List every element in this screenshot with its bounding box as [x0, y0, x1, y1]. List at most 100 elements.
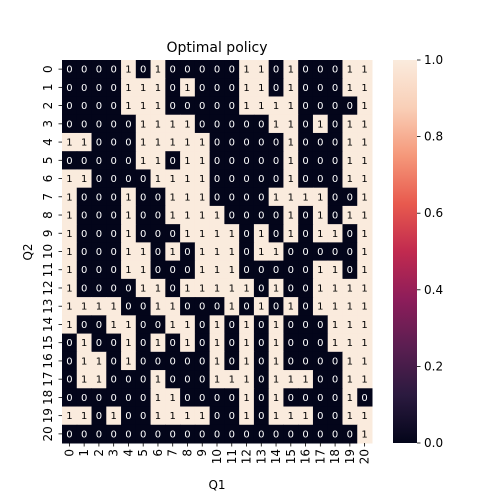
- cell-value-label: 1: [229, 375, 235, 386]
- heatmap-cell: [357, 151, 373, 170]
- cell-value-label: 0: [110, 138, 116, 149]
- heatmap-cell: [224, 96, 240, 116]
- heatmap-cell: [283, 151, 299, 170]
- heatmap-cell: [253, 114, 270, 134]
- cell-value-label: 0: [317, 156, 323, 167]
- cell-value-label: 0: [243, 429, 249, 440]
- x-tick-label: 14: [269, 449, 283, 464]
- heatmap-cell: [91, 78, 107, 97]
- heatmap-cell: [91, 424, 107, 444]
- heatmap-cell: [62, 278, 78, 298]
- heatmap-cell: [342, 114, 358, 134]
- heatmap-cell: [342, 78, 358, 97]
- cell-value-label: 1: [155, 393, 161, 404]
- heatmap-cell: [194, 114, 211, 134]
- heatmap-cell: [357, 205, 373, 225]
- heatmap-cell: [91, 187, 107, 207]
- heatmap-cell: [150, 114, 166, 134]
- cell-value-label: 0: [81, 320, 87, 331]
- heatmap-cell: [121, 278, 137, 298]
- heatmap-cell: [76, 406, 93, 426]
- heatmap-cell: [165, 60, 181, 79]
- heatmap-cell: [209, 370, 225, 389]
- cell-value-label: 0: [96, 265, 102, 276]
- heatmap-cell: [342, 187, 358, 207]
- heatmap-cell: [91, 224, 107, 243]
- heatmap-cell: [253, 424, 270, 444]
- heatmap-cell: [209, 424, 225, 444]
- heatmap-cell: [180, 297, 196, 316]
- heatmap-cell: [91, 242, 107, 262]
- heatmap-cell: [150, 406, 166, 426]
- colorbar-tick-label: 0.8: [424, 130, 443, 144]
- cell-value-label: 1: [110, 320, 116, 331]
- cell-value-label: 0: [258, 211, 264, 222]
- heatmap-cell: [194, 187, 211, 207]
- heatmap-cell: [209, 224, 225, 243]
- cell-value-label: 0: [214, 192, 220, 203]
- cell-value-label: 0: [110, 338, 116, 349]
- heatmap-cell: [62, 132, 78, 152]
- cell-value-label: 0: [288, 283, 294, 294]
- cell-value-label: 1: [288, 83, 294, 94]
- heatmap-cell: [76, 224, 93, 243]
- heatmap-cell: [180, 260, 196, 280]
- cell-value-label: 1: [361, 338, 367, 349]
- heatmap-cell: [150, 333, 166, 353]
- cell-value-label: 1: [170, 247, 176, 258]
- heatmap-cell: [106, 278, 122, 298]
- heatmap-cell: [239, 224, 255, 243]
- heatmap-cell: [165, 315, 181, 335]
- cell-value-label: 0: [96, 119, 102, 130]
- heatmap-cell: [268, 297, 284, 316]
- heatmap-cell: [62, 96, 78, 116]
- cell-value-label: 0: [347, 229, 353, 240]
- cell-value-label: 0: [110, 65, 116, 76]
- y-tick-label: 19: [41, 408, 55, 423]
- heatmap-cell: [106, 406, 122, 426]
- heatmap-cell: [268, 315, 284, 335]
- cell-value-label: 1: [347, 411, 353, 422]
- heatmap-cell: [121, 424, 137, 444]
- heatmap-cell: [106, 351, 122, 371]
- heatmap-cell: [327, 96, 343, 116]
- heatmap-cell: [62, 114, 78, 134]
- heatmap-cell: [62, 406, 78, 426]
- heatmap-cell: [283, 132, 299, 152]
- cell-value-label: 1: [361, 429, 367, 440]
- x-tick-label: 3: [107, 449, 121, 457]
- cell-value-label: 1: [214, 265, 220, 276]
- heatmap-cell: [357, 406, 373, 426]
- cell-value-label: 0: [140, 429, 146, 440]
- cell-value-label: 0: [229, 156, 235, 167]
- cell-value-label: 0: [332, 174, 338, 185]
- heatmap-cell: [135, 333, 152, 353]
- heatmap-cell: [135, 96, 152, 116]
- cell-value-label: 0: [229, 211, 235, 222]
- heatmap-cell: [91, 315, 107, 335]
- cell-value-label: 0: [214, 156, 220, 167]
- cell-value-label: 1: [184, 320, 190, 331]
- heatmap-cell: [253, 351, 270, 371]
- cell-value-label: 0: [140, 320, 146, 331]
- heatmap-cell: [121, 187, 137, 207]
- colorbar-tick-label: 0.4: [424, 283, 443, 297]
- cell-value-label: 1: [214, 320, 220, 331]
- heatmap-cell: [194, 224, 211, 243]
- cell-value-label: 1: [66, 320, 72, 331]
- heatmap-cell: [165, 78, 181, 97]
- cell-value-label: 1: [361, 229, 367, 240]
- y-tick-label: 18: [41, 390, 55, 405]
- cell-value-label: 1: [347, 65, 353, 76]
- heatmap-cell: [268, 151, 284, 170]
- y-tick-label: 1: [41, 84, 55, 92]
- heatmap-cell: [253, 169, 270, 189]
- heatmap-cell: [209, 78, 225, 97]
- heatmap-cell: [209, 260, 225, 280]
- heatmap-cell: [253, 187, 270, 207]
- cell-value-label: 0: [243, 211, 249, 222]
- heatmap-cell: [165, 351, 181, 371]
- cell-value-label: 0: [170, 283, 176, 294]
- y-tick-label: 5: [41, 156, 55, 164]
- heatmap-cell: [180, 96, 196, 116]
